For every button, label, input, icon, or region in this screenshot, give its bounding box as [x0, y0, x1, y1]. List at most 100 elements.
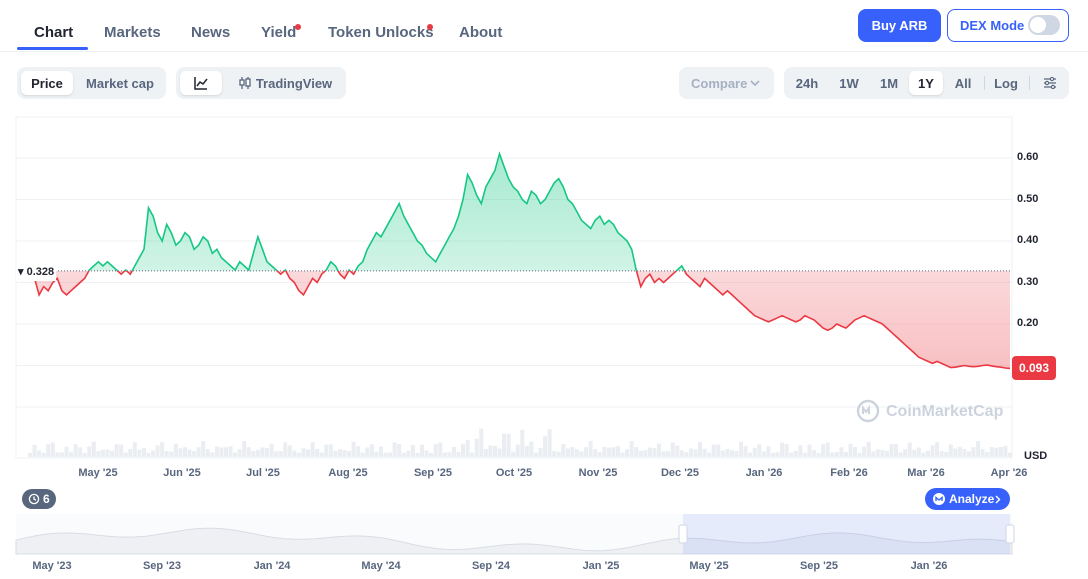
volume-bar: [916, 447, 921, 457]
baseline-price-label: ▾ 0.328: [16, 265, 57, 281]
tab-news[interactable]: News: [191, 24, 231, 41]
range-1w-button[interactable]: 1W: [839, 75, 859, 91]
chart-style-toggle: TradingView: [176, 67, 346, 99]
volume-bar: [985, 452, 990, 457]
tab-yield[interactable]: Yield: [261, 24, 297, 41]
volume-bar: [420, 444, 424, 457]
price-line-below-baseline: [29, 270, 1011, 370]
x-tick-label: Apr '26: [990, 467, 1028, 479]
volume-bar: [889, 444, 894, 457]
switch-knob: [1030, 17, 1046, 33]
volume-bar: [976, 441, 981, 457]
volume-bar: [761, 451, 766, 457]
volume-bar: [50, 442, 55, 457]
volume-bar: [1008, 452, 1012, 457]
tab-chart[interactable]: Chart: [34, 24, 74, 41]
volume-bar: [903, 449, 908, 457]
volume-bar: [369, 444, 374, 457]
volume-bar: [301, 448, 306, 457]
volume-bar: [798, 445, 803, 457]
x-tick-label: Jun '25: [163, 467, 201, 479]
volume-bar: [470, 452, 475, 457]
volume-bar: [502, 433, 507, 457]
tab-token-unlocks[interactable]: Token Unlocks: [328, 24, 434, 41]
volume-bar: [533, 452, 538, 457]
dex-mode-toggle-button[interactable]: DEX Mode: [947, 9, 1069, 42]
volume-bar: [935, 442, 940, 457]
navigator-track: [16, 514, 1012, 554]
volume-bar: [388, 452, 393, 457]
volume-bar: [87, 446, 92, 457]
navigator-label: Jan '25: [582, 560, 620, 572]
volume-bar: [857, 452, 862, 457]
volume-bar: [82, 452, 87, 457]
current-price-label: 0.093: [1012, 356, 1056, 380]
range-1y-button[interactable]: 1Y: [909, 71, 943, 95]
volume-bar: [862, 446, 867, 457]
dex-mode-label: DEX Mode: [960, 18, 1025, 33]
navigator-selection[interactable]: [683, 514, 1010, 554]
divider: [1029, 76, 1030, 90]
volume-bar: [173, 443, 178, 457]
volume-bar: [306, 449, 311, 457]
volume-bar: [552, 451, 557, 457]
volume-bar: [401, 452, 406, 457]
compare-dropdown[interactable]: Compare: [679, 67, 774, 99]
tab-markets[interactable]: Markets: [104, 24, 161, 41]
volume-bar: [392, 442, 397, 457]
log-scale-button[interactable]: Log: [994, 75, 1018, 91]
volume-bar: [365, 447, 370, 457]
x-tick-label: Dec '25: [660, 467, 700, 479]
volume-bar: [73, 444, 78, 457]
divider: [984, 76, 985, 90]
volume-bar: [597, 452, 602, 457]
line-chart-icon: [194, 77, 208, 90]
volume-bar: [296, 452, 301, 457]
volume-bar: [657, 443, 662, 457]
range-24h-button[interactable]: 24h: [795, 75, 819, 91]
volume-bar: [625, 449, 630, 457]
volume-bar: [871, 451, 876, 457]
buy-arb-button[interactable]: Buy ARB: [858, 9, 941, 42]
volume-bar: [205, 449, 210, 457]
navigator-handle-left[interactable]: [678, 524, 688, 544]
analyze-button[interactable]: Analyze: [925, 488, 1010, 510]
volume-bar: [939, 450, 944, 457]
x-tick-label: Nov '25: [578, 467, 618, 479]
volume-bar: [729, 450, 734, 457]
volume-bar: [515, 444, 520, 457]
volume-bar: [693, 449, 698, 457]
volume-bar: [647, 447, 652, 457]
volume-bar: [164, 451, 169, 457]
price-line-above-baseline: [29, 151, 686, 271]
volume-bar: [698, 442, 703, 457]
volume-bar: [711, 444, 716, 457]
events-badge[interactable]: 6: [22, 489, 56, 509]
volume-bar: [843, 451, 848, 457]
dex-mode-switch[interactable]: [1028, 15, 1060, 35]
price-button[interactable]: Price: [21, 71, 73, 95]
volume-bar: [397, 444, 402, 457]
chart-settings-button[interactable]: [1035, 71, 1065, 95]
events-count: 6: [43, 492, 50, 506]
volume-bar: [830, 452, 835, 457]
volume-bar: [725, 448, 730, 457]
view-toggle: Price Market cap: [17, 67, 166, 99]
market-cap-button[interactable]: Market cap: [86, 75, 154, 91]
tab-about[interactable]: About: [459, 24, 503, 41]
range-1m-button[interactable]: 1M: [879, 75, 899, 91]
volume-bar: [255, 449, 260, 457]
volume-bar: [483, 449, 488, 457]
tradingview-button[interactable]: TradingView: [228, 71, 342, 95]
volume-bar: [716, 444, 721, 457]
volume-bar: [907, 442, 912, 457]
navigator-handle-right[interactable]: [1005, 524, 1015, 544]
navigator-label: Jan '24: [253, 560, 291, 572]
range-all-button[interactable]: All: [954, 75, 972, 91]
volume-bar: [96, 451, 101, 457]
line-chart-button[interactable]: [180, 71, 222, 95]
volume-bar: [825, 442, 830, 457]
volume-bar: [283, 442, 288, 457]
x-tick-label: Jul '25: [246, 467, 280, 479]
volume-bar: [105, 449, 110, 457]
